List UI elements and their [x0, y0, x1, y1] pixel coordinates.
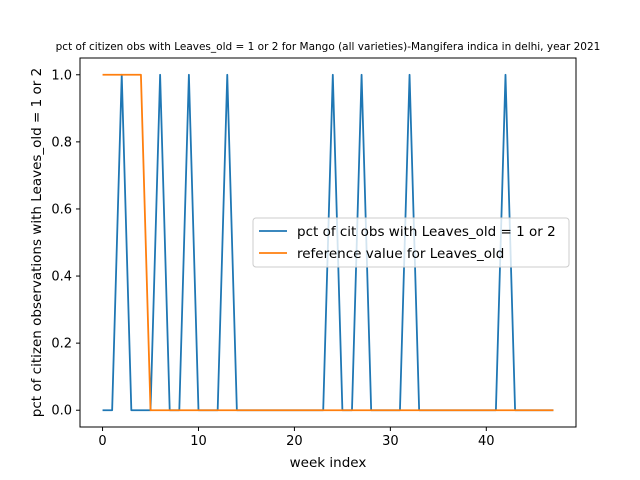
y-tick-label: 0.0 — [51, 404, 72, 419]
y-tick-label: 0.2 — [51, 337, 72, 352]
chart-title: pct of citizen obs with Leaves_old = 1 o… — [56, 41, 601, 53]
tick-layer: 0 10 20 30 40 0.0 0.2 0.4 0.6 0.8 1.0 — [51, 68, 494, 449]
x-tick-label: 0 — [98, 434, 106, 449]
legend-box — [252, 217, 570, 268]
y-tick-label: 0.6 — [51, 202, 72, 217]
legend-label-series-1: pct of cit obs with Leaves_old = 1 or 2 — [297, 224, 556, 240]
x-tick-label: 10 — [190, 434, 207, 449]
y-tick-label: 0.4 — [51, 270, 72, 285]
x-axis-label: week index — [290, 455, 367, 471]
series-line-2 — [102, 73, 554, 412]
legend: pct of cit obs with Leaves_old = 1 or 2 … — [252, 217, 570, 268]
x-tick-label: 20 — [286, 434, 303, 449]
y-tick-label: 1.0 — [51, 68, 72, 83]
x-tick-label: 30 — [382, 434, 399, 449]
plot-frame — [79, 57, 577, 428]
x-tick-label: 40 — [478, 434, 495, 449]
y-tick-label: 0.8 — [51, 135, 72, 150]
legend-label-series-2: reference value for Leaves_old — [297, 246, 504, 262]
y-axis-label: pct of citizen observations with Leaves_… — [29, 68, 45, 417]
